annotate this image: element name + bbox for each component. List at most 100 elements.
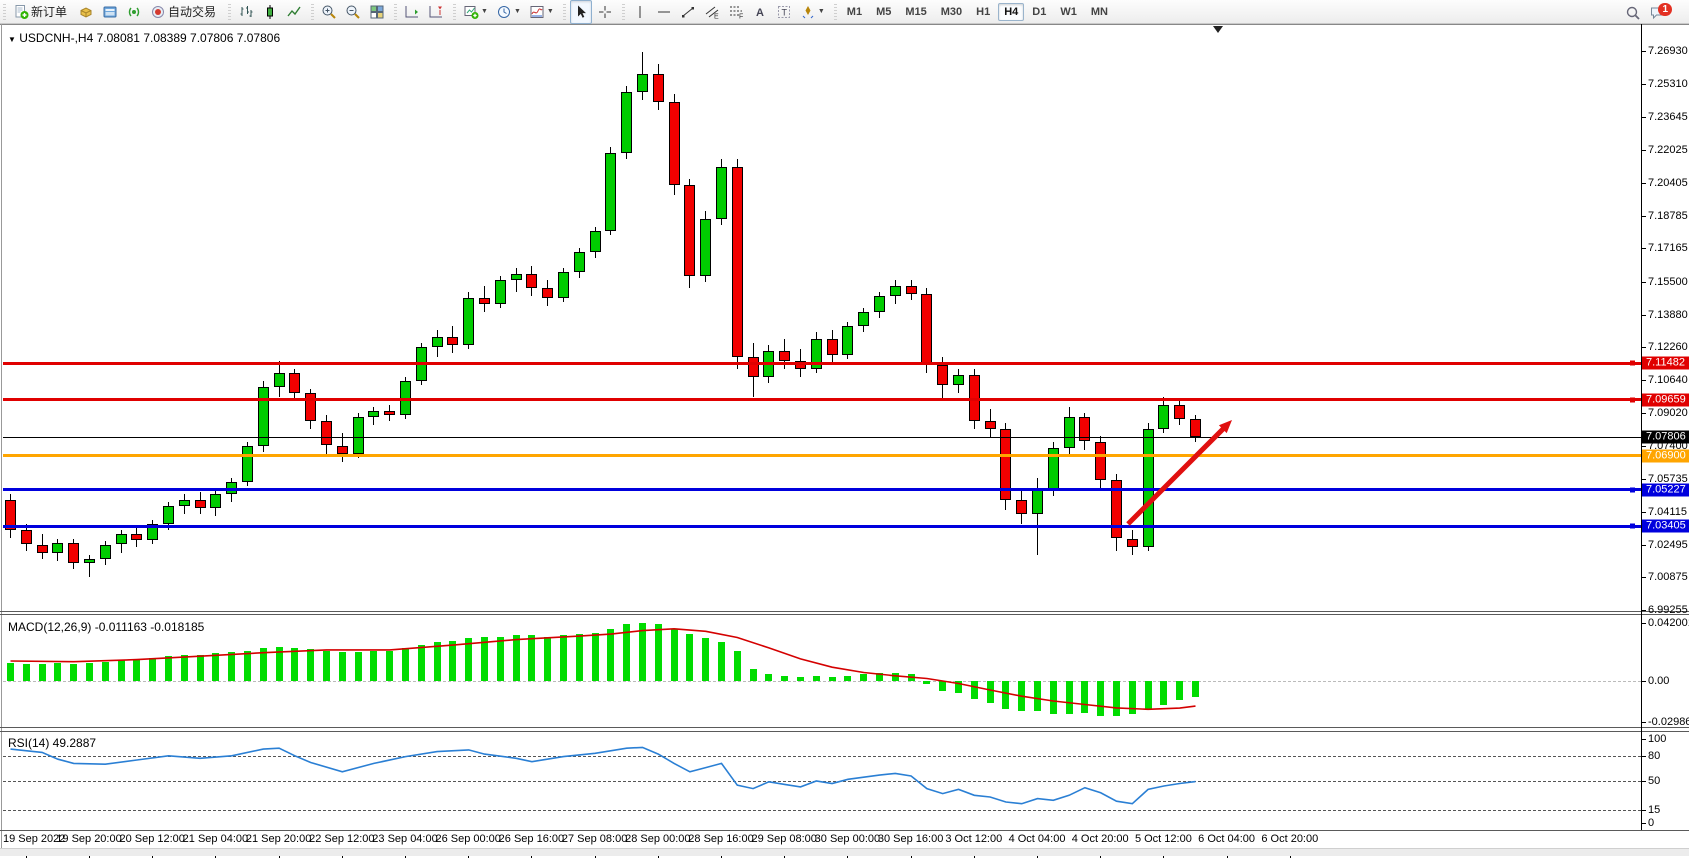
price-axis-line[interactable] (1641, 24, 1642, 830)
crosshair-button[interactable] (594, 0, 616, 24)
arrows-button[interactable]: ▼ (797, 0, 828, 24)
periods-button[interactable]: ▼ (493, 0, 524, 24)
zoom-in-button[interactable] (318, 0, 340, 24)
macd-histogram-bar (354, 652, 362, 681)
macd-histogram-bar (291, 647, 299, 681)
macd-histogram-bar (417, 645, 425, 681)
candle (1158, 405, 1170, 430)
candle (68, 542, 80, 563)
pane-separator[interactable] (0, 727, 1689, 728)
macd-histogram-bar (1034, 681, 1041, 712)
bars-icon (240, 5, 253, 17)
pane-separator[interactable] (0, 614, 1689, 615)
line-anchor[interactable] (1630, 487, 1635, 492)
timeframe-mn-button[interactable]: MN (1090, 5, 1108, 18)
new-chart-button[interactable]: ▼ (460, 0, 491, 24)
horizontal-line-object[interactable] (3, 454, 1641, 458)
candle (1174, 405, 1186, 420)
candle (889, 286, 901, 297)
horizontal-line-object[interactable] (3, 524, 1641, 528)
channel-button[interactable]: E (701, 0, 723, 24)
zoom-out-button[interactable] (342, 0, 364, 24)
autotrading-button[interactable]: 自动交易 (147, 0, 222, 24)
line-chart-button[interactable] (283, 0, 305, 24)
symbol-dropdown-icon[interactable]: ▼ (8, 35, 16, 44)
chart-shift-button[interactable] (425, 0, 447, 24)
price-tick-label: 7.20405 (1648, 176, 1688, 189)
macd-histogram-bar (149, 657, 157, 681)
auto-scroll-button[interactable] (401, 0, 423, 24)
new-order-button[interactable]: 新订单 (10, 0, 73, 24)
axis-tick (1641, 544, 1646, 546)
text-button[interactable]: A (749, 0, 771, 24)
line-anchor[interactable] (1630, 397, 1635, 403)
candle (5, 500, 16, 531)
axis-tick (1641, 781, 1646, 782)
horizontal-line-object[interactable] (3, 488, 1641, 491)
tile-windows-button[interactable] (366, 0, 388, 24)
linechart-icon (287, 6, 301, 16)
price-tag: 7.05227 (1642, 483, 1689, 496)
candle (510, 273, 522, 280)
dropdown-arrow-icon[interactable]: ▼ (546, 8, 554, 15)
dropdown-arrow-icon[interactable]: ▼ (513, 8, 521, 15)
dropdown-arrow-icon[interactable]: ▼ (817, 8, 825, 15)
horizontal-line-button[interactable] (653, 0, 675, 24)
macd-histogram-bar (307, 649, 315, 681)
macd-histogram-bar (1113, 681, 1120, 716)
timeframe-h1-button[interactable]: H1 (976, 5, 991, 18)
timeframe-m30-button[interactable]: M30 (940, 5, 963, 18)
horizontal-line-object[interactable] (3, 436, 1641, 438)
search-button[interactable] (1622, 1, 1644, 25)
pane-separator[interactable] (0, 611, 1689, 612)
pane-separator[interactable] (0, 731, 1689, 732)
macd-histogram-bar (986, 681, 994, 704)
time-axis-label: 4 Oct 20:00 (1071, 833, 1129, 845)
rsi-tick-label: 80 (1648, 749, 1661, 762)
market-watch-button[interactable] (75, 0, 97, 24)
timeframe-m1-button[interactable]: M1 (846, 5, 863, 18)
candle (573, 251, 585, 272)
time-axis-label: 19 Sep 2022 (3, 833, 66, 845)
signals-button[interactable] (123, 0, 145, 24)
horizontal-line-object[interactable] (3, 398, 1641, 402)
timeframe-m5-button[interactable]: M5 (876, 5, 892, 18)
vertical-line-button[interactable] (629, 0, 651, 24)
timeframe-d1-button[interactable]: D1 (1032, 5, 1047, 18)
macd-histogram-bar (54, 663, 62, 682)
candle (858, 312, 870, 327)
timeframe-h4-button[interactable]: H4 (998, 2, 1025, 21)
cursor-button[interactable] (569, 0, 592, 24)
chat-button[interactable]: 1 (1646, 1, 1682, 25)
chart-window[interactable]: ▼ USDCNH-,H4 7.08081 7.08389 7.07806 7.0… (0, 24, 1689, 858)
vline-icon (639, 5, 641, 18)
signal-icon (128, 7, 140, 16)
candle (494, 279, 506, 305)
candlestick-chart-button[interactable] (259, 0, 281, 24)
line-anchor[interactable] (1630, 523, 1635, 529)
blue-panel-icon (103, 6, 117, 17)
macd-histogram-bar (1065, 681, 1073, 715)
navigator-button[interactable] (99, 0, 121, 24)
dropdown-arrow-icon[interactable]: ▼ (481, 8, 488, 15)
timeframe-w1-button[interactable]: W1 (1060, 5, 1077, 18)
templates-button[interactable]: ▼ (526, 0, 557, 24)
horizontal-line-object[interactable] (3, 361, 1641, 365)
fibonacci-button[interactable]: F (725, 0, 747, 24)
macd-histogram-bar (1144, 681, 1152, 710)
macd-histogram-bar (370, 650, 378, 681)
trendline-button[interactable] (677, 0, 699, 24)
candle-wick (89, 554, 90, 577)
time-axis-line[interactable] (0, 830, 1689, 831)
candle (637, 73, 648, 93)
macd-histogram-bar (496, 636, 504, 681)
macd-histogram-bar (923, 681, 931, 684)
candle (668, 102, 680, 185)
bar-chart-button[interactable] (235, 0, 257, 24)
line-anchor[interactable] (1630, 360, 1635, 366)
chart-shift-marker-icon[interactable] (1213, 26, 1223, 33)
text-label-button[interactable]: T (773, 0, 795, 24)
candle (621, 92, 633, 153)
timeframe-m15-button[interactable]: M15 (905, 5, 927, 18)
bottom-scroll-area[interactable] (0, 848, 1689, 856)
